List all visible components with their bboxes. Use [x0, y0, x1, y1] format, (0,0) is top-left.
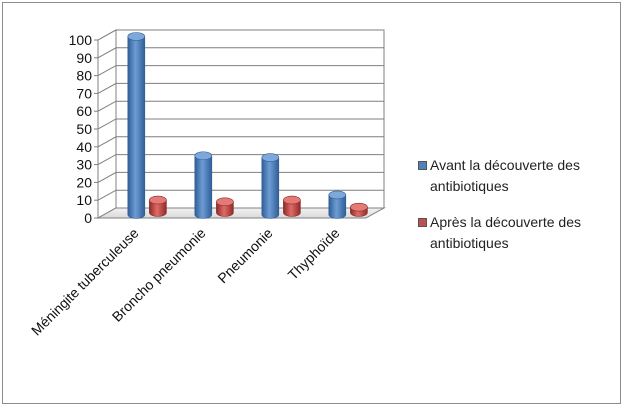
bar: [350, 202, 368, 217]
bar-top: [194, 151, 213, 161]
y-tick-label: 0: [84, 210, 92, 226]
gridline: [97, 171, 384, 183]
bar-body: [127, 36, 146, 219]
gridline: [97, 189, 384, 201]
x-tick-label: Méningite tuberculeuse: [28, 225, 142, 339]
bar-top: [350, 202, 368, 212]
bars: [127, 32, 368, 219]
bar: [261, 153, 280, 219]
y-tick-label: 100: [69, 32, 93, 48]
y-tick-label: 90: [76, 50, 92, 66]
legend-swatch-avant: [418, 161, 427, 170]
x-tick-label: Pneumonie: [214, 225, 276, 287]
gridline: [97, 29, 384, 41]
legend-label-avant: Avant la découverte des antibiotiques: [430, 157, 580, 194]
y-tick-label: 40: [76, 139, 92, 155]
bar: [149, 195, 167, 217]
y-tick-label: 70: [76, 85, 92, 101]
bar-top: [149, 195, 167, 205]
y-tick-label: 50: [76, 121, 92, 137]
gridline: [97, 154, 384, 166]
y-tick-label: 10: [76, 192, 92, 208]
gridline: [97, 47, 384, 59]
gridline: [97, 118, 384, 130]
bar-body: [261, 157, 280, 219]
bar: [216, 197, 234, 217]
bar: [194, 151, 213, 219]
bar: [328, 190, 347, 219]
gridline: [97, 100, 384, 112]
plot-floor: [96, 40, 386, 219]
x-tick-label: Thyphoïde: [285, 225, 343, 283]
bar: [127, 32, 146, 219]
gridline: [97, 136, 384, 148]
y-tick-label: 20: [76, 174, 92, 190]
bar-body: [194, 155, 213, 219]
bar-top: [216, 197, 234, 207]
y-tick-label: 60: [76, 103, 92, 119]
legend-swatch-apres: [418, 218, 427, 227]
gridline: [97, 82, 384, 94]
bar-body: [328, 194, 347, 219]
bar-body: [283, 199, 301, 217]
bar-body: [149, 199, 167, 217]
legend-label-apres: Après la découverte des antibiotiques: [430, 214, 581, 251]
floor-plane: [96, 207, 386, 219]
y-tick-label: 30: [76, 157, 92, 173]
bar: [283, 195, 301, 217]
bar-top: [283, 195, 301, 205]
bar-top: [328, 190, 347, 200]
bar-top: [261, 153, 280, 162]
y-tick-label: 80: [76, 68, 92, 84]
bar-top: [127, 32, 146, 41]
gridline: [97, 65, 384, 77]
